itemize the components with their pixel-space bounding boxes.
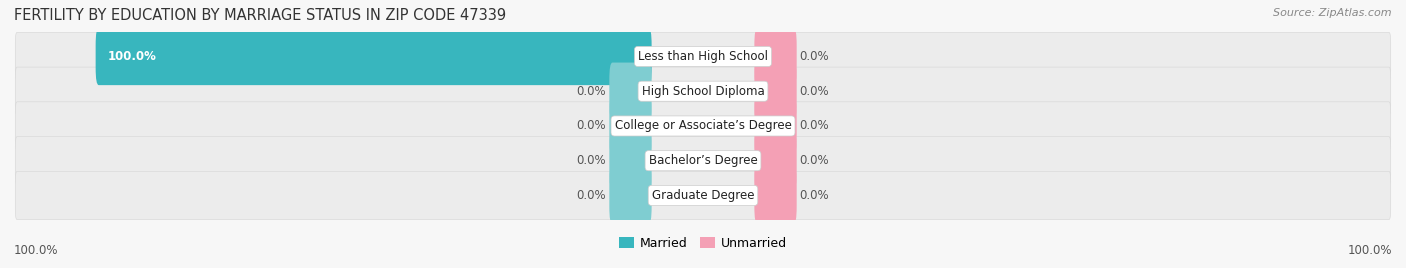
- FancyBboxPatch shape: [609, 132, 651, 189]
- FancyBboxPatch shape: [609, 97, 651, 155]
- FancyBboxPatch shape: [609, 62, 651, 120]
- Legend: Married, Unmarried: Married, Unmarried: [613, 232, 793, 255]
- Text: 0.0%: 0.0%: [576, 120, 606, 132]
- Text: College or Associate’s Degree: College or Associate’s Degree: [614, 120, 792, 132]
- FancyBboxPatch shape: [755, 132, 797, 189]
- FancyBboxPatch shape: [15, 67, 1391, 115]
- FancyBboxPatch shape: [755, 28, 797, 85]
- Text: 0.0%: 0.0%: [800, 85, 830, 98]
- FancyBboxPatch shape: [755, 97, 797, 155]
- Text: Source: ZipAtlas.com: Source: ZipAtlas.com: [1274, 8, 1392, 18]
- FancyBboxPatch shape: [755, 167, 797, 224]
- Text: High School Diploma: High School Diploma: [641, 85, 765, 98]
- FancyBboxPatch shape: [15, 32, 1391, 81]
- Text: Bachelor’s Degree: Bachelor’s Degree: [648, 154, 758, 167]
- FancyBboxPatch shape: [755, 62, 797, 120]
- FancyBboxPatch shape: [96, 28, 651, 85]
- Text: 0.0%: 0.0%: [576, 154, 606, 167]
- Text: Less than High School: Less than High School: [638, 50, 768, 63]
- FancyBboxPatch shape: [609, 167, 651, 224]
- FancyBboxPatch shape: [15, 171, 1391, 219]
- Text: 0.0%: 0.0%: [800, 50, 830, 63]
- Text: 0.0%: 0.0%: [800, 120, 830, 132]
- Text: 100.0%: 100.0%: [1347, 244, 1392, 257]
- FancyBboxPatch shape: [15, 137, 1391, 185]
- FancyBboxPatch shape: [15, 102, 1391, 150]
- Text: FERTILITY BY EDUCATION BY MARRIAGE STATUS IN ZIP CODE 47339: FERTILITY BY EDUCATION BY MARRIAGE STATU…: [14, 8, 506, 23]
- Text: Graduate Degree: Graduate Degree: [652, 189, 754, 202]
- Text: 100.0%: 100.0%: [14, 244, 59, 257]
- Text: 100.0%: 100.0%: [108, 50, 156, 63]
- Text: 0.0%: 0.0%: [576, 189, 606, 202]
- Text: 0.0%: 0.0%: [576, 85, 606, 98]
- Text: 0.0%: 0.0%: [800, 189, 830, 202]
- Text: 0.0%: 0.0%: [800, 154, 830, 167]
